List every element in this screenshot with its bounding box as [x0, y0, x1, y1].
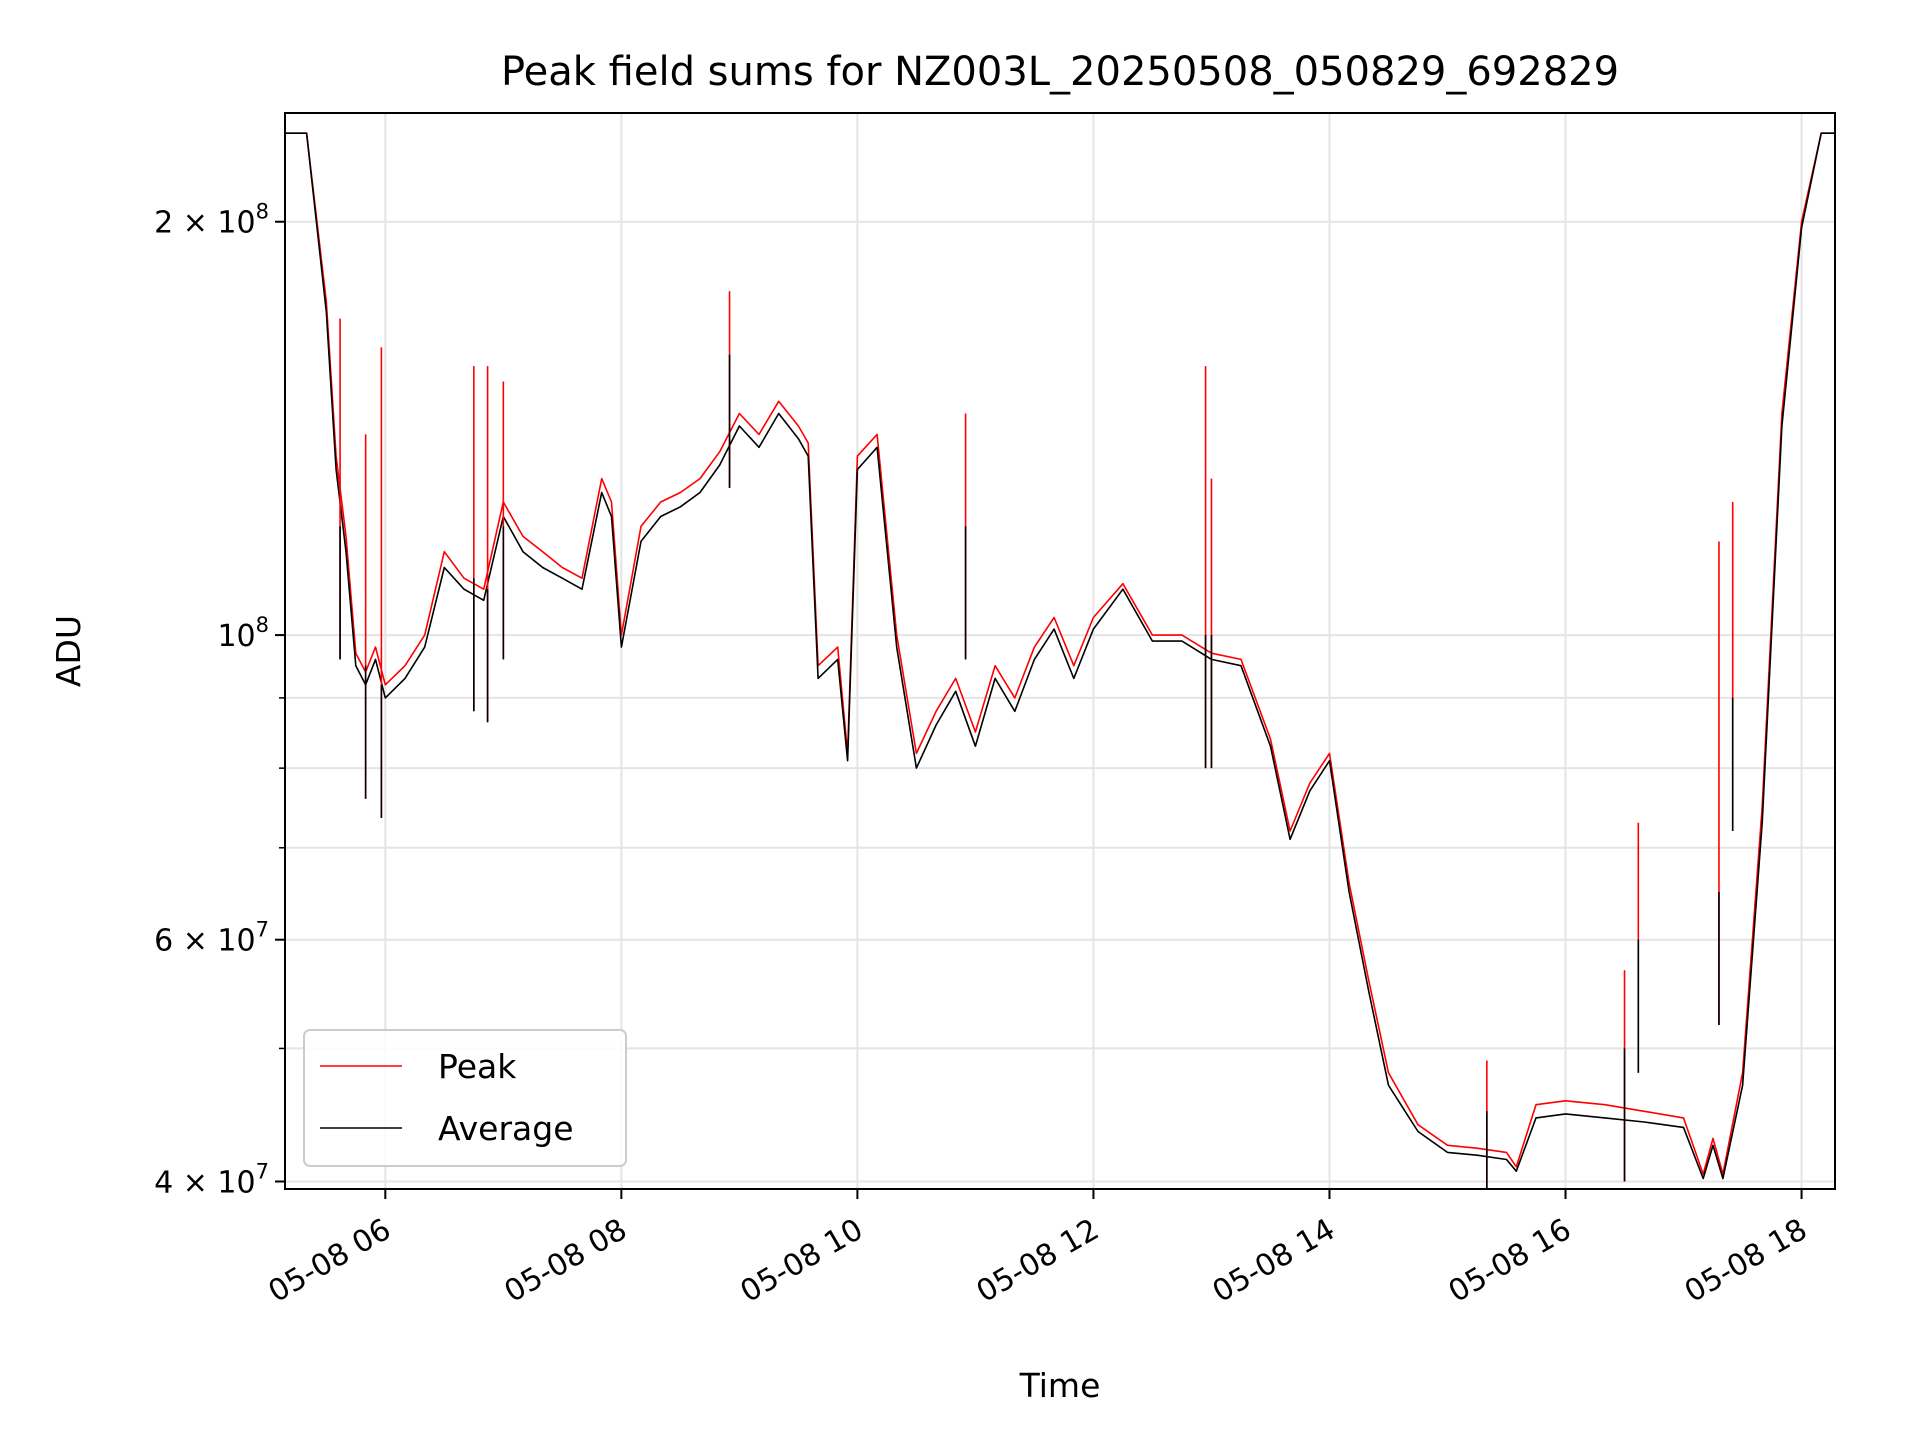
- x-axis-label: Time: [1019, 1366, 1101, 1405]
- plot-frame: [284, 112, 1836, 1190]
- grid: [285, 113, 1835, 1189]
- series-line-peak: [285, 132, 1835, 1175]
- legend-label-peak: Peak: [438, 1047, 517, 1086]
- legend: Peak Average: [303, 1029, 627, 1167]
- y-axis-label: ADU: [49, 615, 88, 687]
- legend-label-average: Average: [438, 1109, 574, 1148]
- chart-title: Peak field sums for NZ003L_20250508_0508…: [501, 49, 1619, 95]
- y-axis: 4 × 107 6 × 107 108 2 × 108: [154, 200, 285, 1200]
- series-line-average: [285, 132, 1835, 1180]
- y-tick-label: 4 × 107: [154, 1159, 269, 1200]
- y-tick-label: 2 × 108: [154, 200, 269, 241]
- y-tick-label: 108: [217, 613, 269, 654]
- plot-area: [285, 113, 1835, 1189]
- y-tick-label: 6 × 107: [154, 918, 269, 959]
- legend-box: [303, 1029, 627, 1167]
- series-lines: [285, 132, 1835, 1189]
